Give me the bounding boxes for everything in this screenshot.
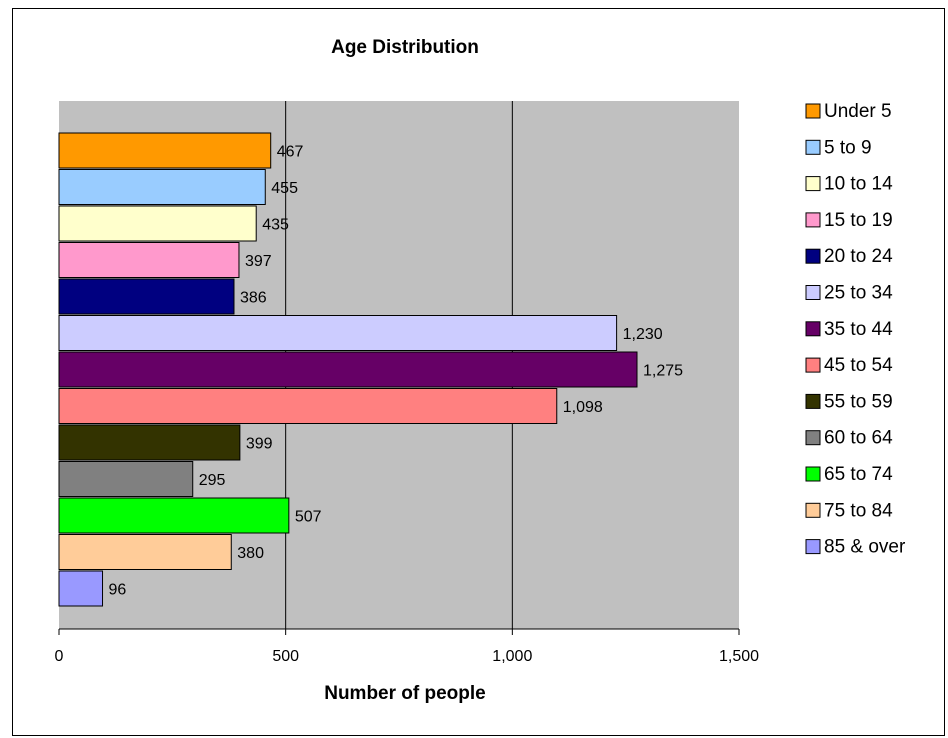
legend-label: 65 to 74: [824, 464, 893, 485]
bar-15-to-19: [58, 242, 240, 278]
x-axis-title: Number of people: [324, 683, 486, 704]
bar-5-to-9: [58, 169, 266, 205]
data-labels: 467 455 435 397 386 1,230 1,275 1,098 399 295 507 3…: [109, 144, 684, 599]
legend: Under 5 5 to 9 10 to 14 15 to 19 20 to 24 25 …: [805, 101, 906, 558]
bar-55-to-59: [58, 424, 241, 461]
legend-swatch: [805, 321, 821, 337]
bar-25-to-34: [58, 315, 618, 351]
legend-swatch: [805, 103, 821, 119]
legend-swatch: [805, 466, 821, 482]
bar-65-to-74: [58, 497, 290, 534]
legend-label: 5 to 9: [824, 137, 872, 158]
x-tick-label: 1,000: [492, 648, 532, 665]
data-label: 399: [246, 436, 273, 453]
legend-swatch: [805, 430, 821, 446]
legend-label: 20 to 24: [824, 246, 893, 267]
chart-frame: Age Distribution 0 500 1,000 1,500 467 455 43…: [12, 8, 945, 736]
data-label: 455: [271, 180, 298, 197]
data-label: 507: [295, 509, 322, 526]
data-label: 1,098: [563, 399, 603, 416]
data-label: 467: [277, 144, 304, 161]
x-axis: 0 500 1,000 1,500: [55, 628, 759, 665]
bar-10-to-14: [58, 205, 257, 242]
bars: [58, 132, 638, 607]
chart-title: Age Distribution: [331, 37, 479, 58]
legend-label: 15 to 19: [824, 210, 893, 231]
legend-swatch: [805, 357, 821, 373]
legend-label: 35 to 44: [824, 319, 893, 340]
legend-swatch: [805, 248, 821, 264]
legend-label: 10 to 14: [824, 174, 893, 195]
x-tick-label: 0: [55, 648, 64, 665]
data-label: 380: [237, 545, 264, 562]
x-tick-label: 1,500: [719, 648, 759, 665]
legend-label: Under 5: [824, 101, 892, 122]
legend-label: 75 to 84: [824, 500, 893, 521]
bar-75-to-84: [58, 534, 232, 570]
legend-label: 45 to 54: [824, 355, 893, 376]
legend-label: 55 to 59: [824, 391, 893, 412]
x-tick-label: 500: [272, 648, 299, 665]
legend-swatch: [805, 212, 821, 228]
legend-label: 85 & over: [824, 537, 906, 558]
legend-label: 25 to 34: [824, 283, 893, 304]
legend-label: 60 to 64: [824, 428, 893, 449]
data-label: 96: [109, 582, 127, 599]
legend-swatch: [805, 393, 821, 409]
legend-swatch: [805, 285, 821, 300]
legend-swatch: [805, 502, 821, 518]
legend-swatch: [805, 176, 821, 192]
data-label: 435: [262, 217, 289, 234]
bar-60-to-64: [58, 461, 194, 497]
data-label: 386: [240, 290, 267, 307]
legend-swatch: [805, 539, 821, 555]
bar-under-5: [58, 132, 272, 169]
legend-swatch: [805, 139, 821, 155]
bar-20-to-24: [58, 278, 235, 315]
chart-canvas: Age Distribution 0 500 1,000 1,500 467 455 43…: [55, 37, 906, 704]
data-label: 397: [245, 253, 272, 270]
bar-85-over: [58, 570, 104, 607]
bar-35-to-44: [58, 351, 638, 388]
data-label: 1,275: [643, 363, 683, 380]
data-label: 295: [199, 472, 226, 489]
bar-45-to-54: [58, 388, 558, 424]
data-label: 1,230: [623, 326, 663, 343]
